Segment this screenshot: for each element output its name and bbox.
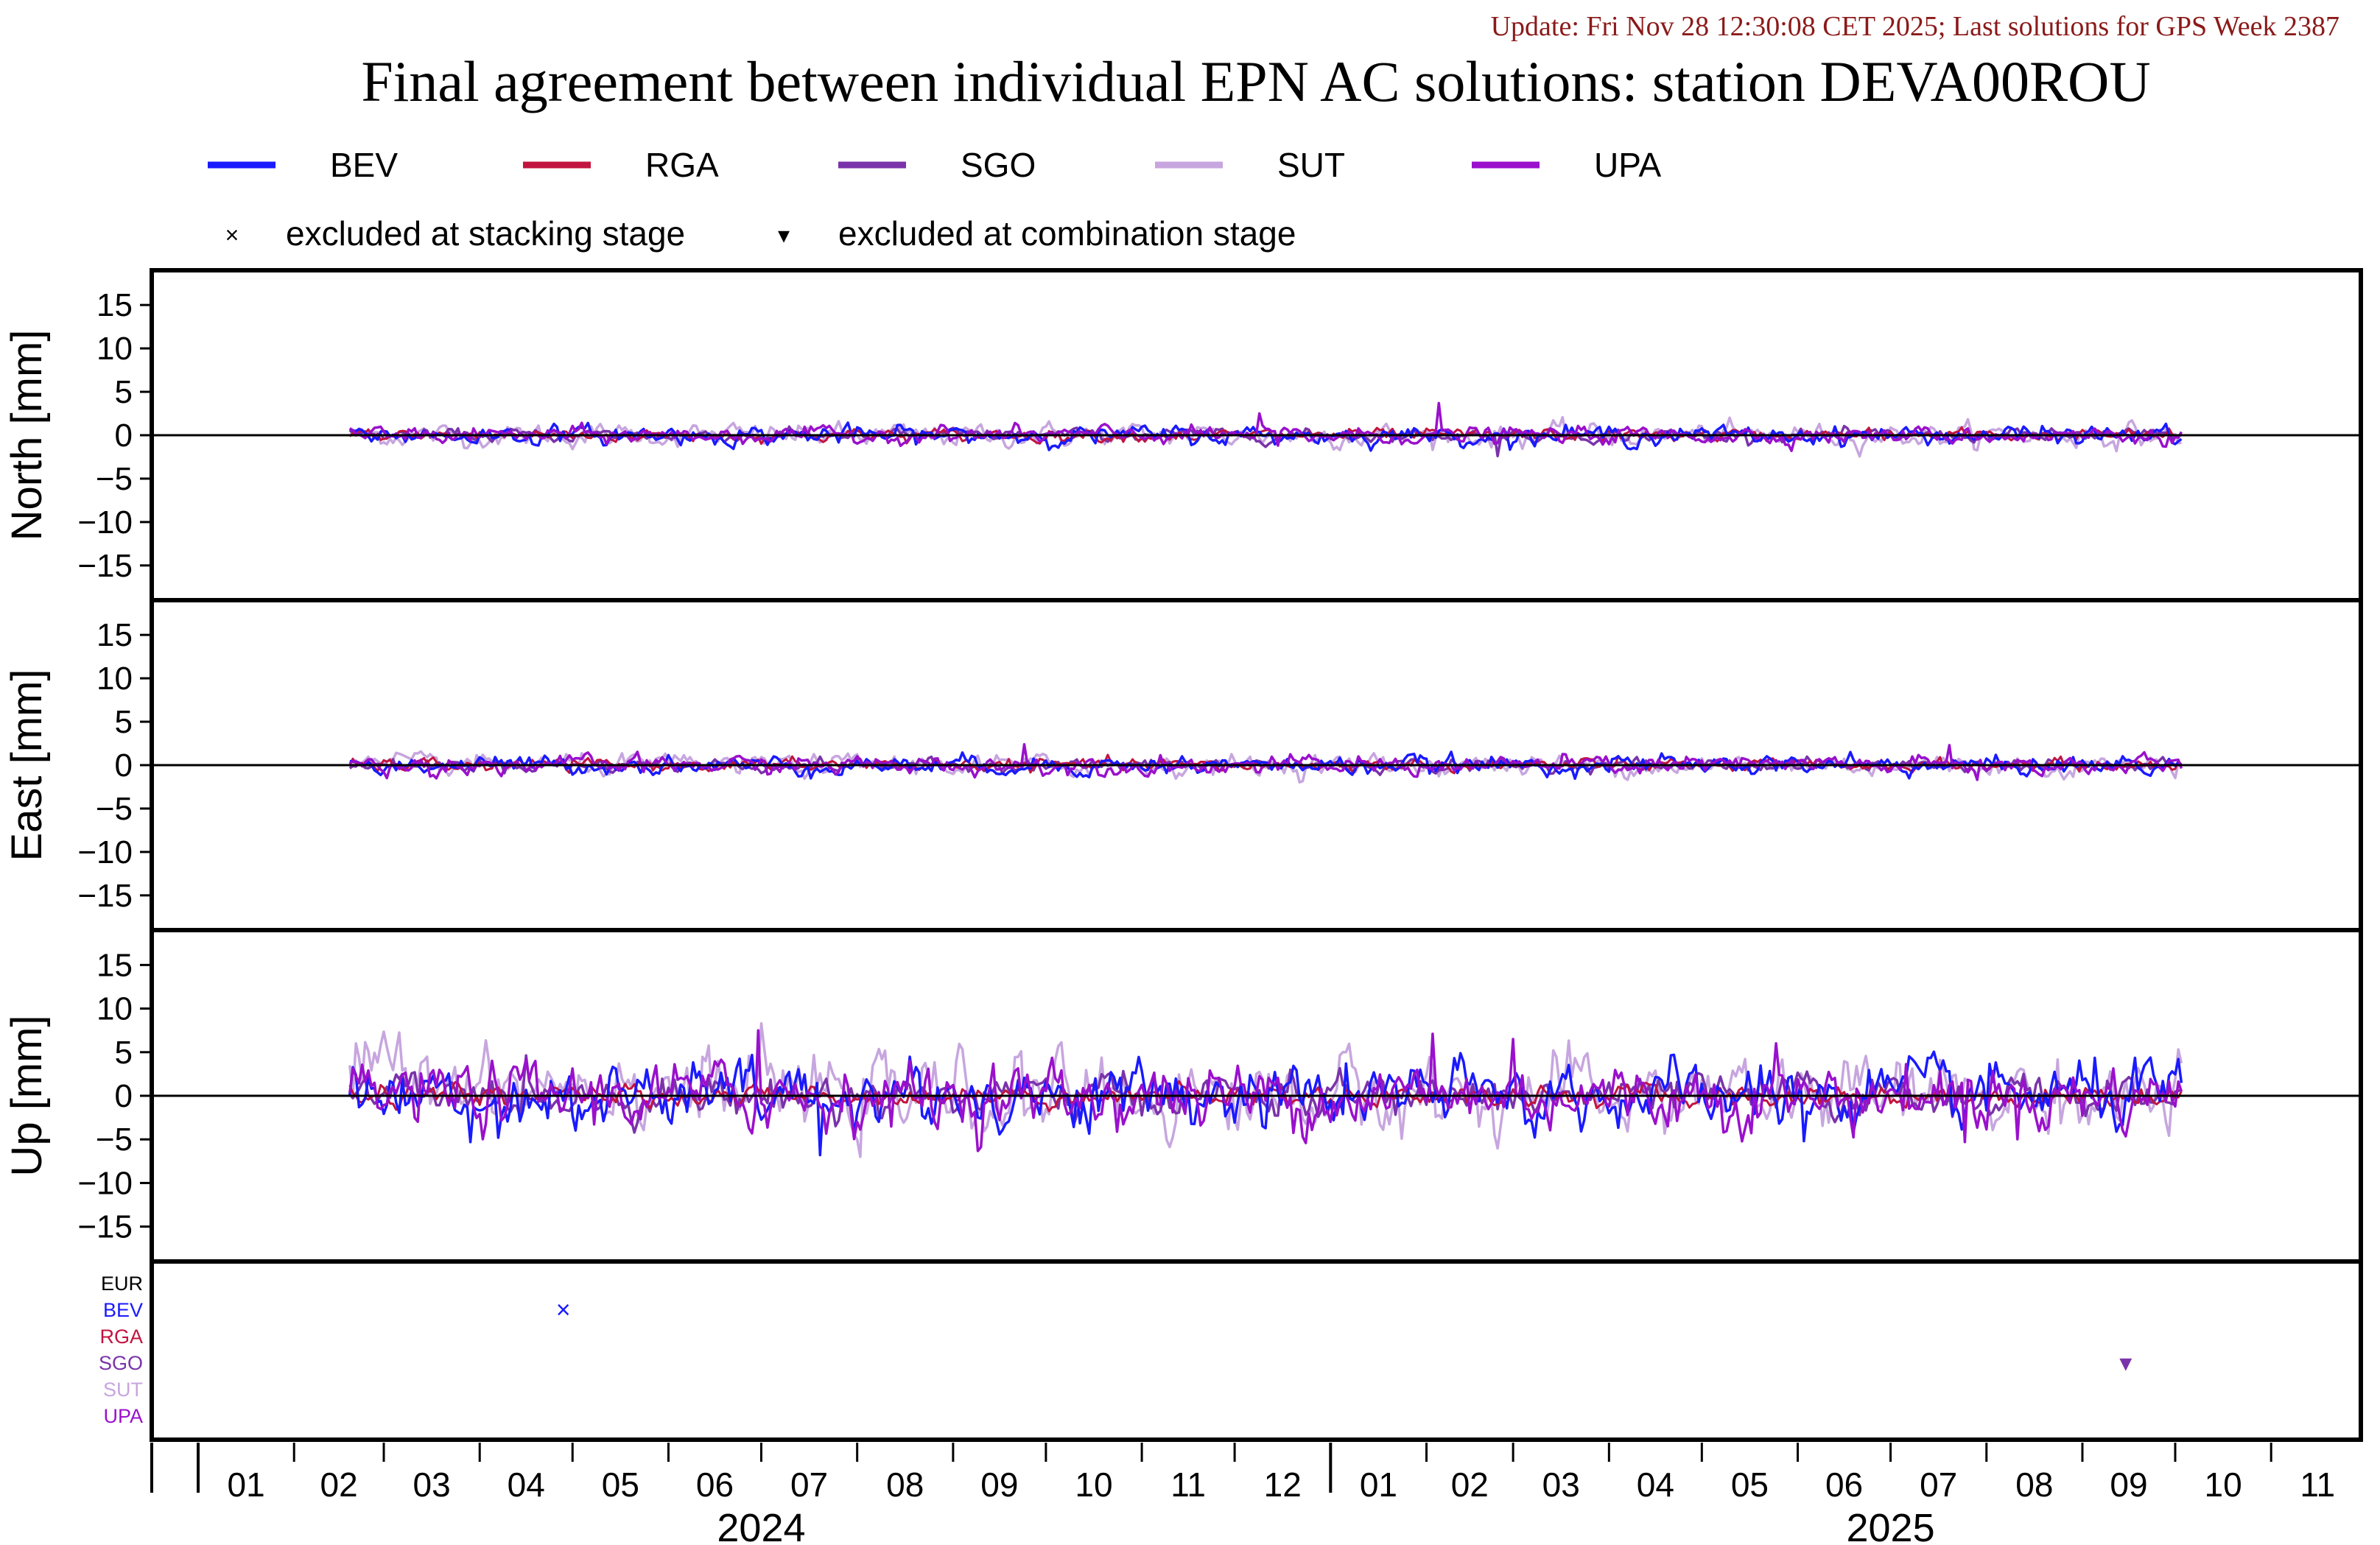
legend-item-rga: RGA (523, 146, 719, 184)
x-tick-label: 01 (1360, 1465, 1397, 1504)
x-tick-label: 09 (2110, 1465, 2147, 1504)
y-tick-label: −15 (77, 878, 133, 914)
x-tick-label: 10 (1075, 1465, 1112, 1504)
x-axis: 01 02 03 04 05 06 07 08 09 10 11 12 01 02 03 04 05 06 07 08… (150, 1443, 2335, 1545)
y-tick-label: 15 (96, 947, 133, 983)
y-tick-label: 0 (115, 1078, 133, 1114)
series-line-sut (348, 415, 2182, 458)
legend-label-sut: SUT (1277, 146, 1345, 184)
x-tick-label: 04 (1637, 1465, 1674, 1504)
x-year-label: 2025 (1846, 1506, 1934, 1545)
exclusion-row-label-sgo: SGO (99, 1352, 143, 1374)
panel-north: −15 −10 −5 0 5 10 15 North [mm] (3, 268, 2363, 602)
legend-marker-label: excluded at combination stage (838, 214, 1296, 253)
exclusion-row-label-rga: RGA (99, 1326, 143, 1348)
legend-item-sgo: SGO (838, 146, 1036, 184)
y-axis-label-north: North [mm] (3, 330, 51, 541)
x-tick-label: 05 (602, 1465, 639, 1504)
y-tick-label: −10 (77, 504, 133, 541)
y-axis-label-east: East [mm] (3, 669, 51, 861)
x-tick-label: 12 (1264, 1465, 1302, 1504)
legend-label-bev: BEV (330, 146, 398, 184)
chart-title: Final agreement between individual EPN A… (361, 49, 2150, 113)
panel-up: −15 −10 −5 0 5 10 15 Up [mm] (3, 928, 2363, 1264)
exclusion-marker-bev: × (556, 1296, 571, 1324)
y-axis-label-up: Up [mm] (3, 1015, 51, 1176)
update-text: Update: Fri Nov 28 12:30:08 CET 2025; La… (1491, 11, 2339, 42)
x-tick-label: 11 (2300, 1465, 2335, 1504)
legend-label-upa: UPA (1594, 146, 1661, 184)
y-tick-label: 5 (115, 704, 133, 740)
y-tick-label: 0 (115, 418, 133, 454)
exclusion-row-label-bev: BEV (103, 1299, 143, 1321)
y-tick-label: −15 (77, 548, 133, 584)
exclusion-row-label-sut: SUT (103, 1379, 143, 1401)
y-tick-label: 10 (96, 661, 133, 697)
series-line-upa (348, 1029, 2183, 1152)
y-tick-label: −5 (96, 461, 133, 497)
series-group (348, 401, 2183, 458)
x-tick-label: 01 (228, 1465, 265, 1504)
x-tick-label: 04 (508, 1465, 545, 1504)
series-group (348, 742, 2183, 784)
y-tick-label: 10 (96, 331, 133, 367)
exclusion-row-label-eur: EUR (101, 1273, 143, 1295)
exclusion-marker-sgo: ▾ (2119, 1349, 2132, 1377)
x-tick-label: 08 (2015, 1465, 2053, 1504)
y-tick-label: −15 (77, 1209, 133, 1245)
legend-item-bev: BEV (208, 146, 398, 184)
x-tick-label: 05 (1731, 1465, 1769, 1504)
y-tick-label: 5 (115, 1035, 133, 1071)
legend-label-sgo: SGO (961, 146, 1036, 184)
x-tick-label: 02 (320, 1465, 358, 1504)
x-tick-label: 06 (1825, 1465, 1863, 1504)
x-tick-label: 09 (980, 1465, 1018, 1504)
series-group (348, 1021, 2183, 1158)
y-tick-label: −5 (96, 1122, 133, 1158)
y-tick-label: 15 (96, 287, 133, 323)
series-line-bev (348, 1050, 2183, 1157)
x-tick-label: 08 (886, 1465, 924, 1504)
legend-item-upa: UPA (1472, 146, 1661, 184)
x-tick-label: 07 (790, 1465, 828, 1504)
x-year-label: 2024 (717, 1506, 805, 1545)
legend: BEV RGA SGO SUT UPA × excluded at stacking sta… (208, 146, 1661, 253)
series-line-sgo (348, 1054, 2183, 1134)
x-tick-label: 07 (1920, 1465, 1957, 1504)
exclusion-row-label-upa: UPA (103, 1405, 143, 1427)
x-tick-label: 06 (696, 1465, 734, 1504)
x-tick-label: 03 (1542, 1465, 1580, 1504)
chart-panels: −15 −10 −5 0 5 10 15 North [mm] −15 −10 −5 0 5 10 15 Ea… (3, 268, 2363, 1442)
panel-east: −15 −10 −5 0 5 10 15 East [mm] (3, 598, 2363, 932)
x-tick-label: 03 (413, 1465, 451, 1504)
y-tick-label: 15 (96, 617, 133, 653)
panel-frame (150, 1259, 2363, 1442)
legend-marker-combination: ▾ excluded at combination stage (778, 214, 1296, 253)
legend-marker-label: excluded at stacking stage (286, 214, 685, 253)
panel-exclusions: EUR BEV RGA SGO SUT UPA × ▾ (99, 1259, 2363, 1442)
legend-marker-symbol: × (225, 222, 239, 248)
x-tick-label: 11 (1170, 1465, 1206, 1504)
legend-marker-symbol: ▾ (778, 222, 790, 248)
y-tick-label: −10 (77, 1165, 133, 1201)
x-tick-label: 02 (1451, 1465, 1489, 1504)
legend-label-rga: RGA (645, 146, 719, 184)
y-tick-label: −10 (77, 834, 133, 870)
y-tick-label: 10 (96, 991, 133, 1027)
x-tick-label: 10 (2205, 1465, 2242, 1504)
y-tick-label: 0 (115, 747, 133, 784)
legend-marker-stacking: × excluded at stacking stage (225, 214, 685, 253)
y-tick-label: −5 (96, 791, 133, 827)
y-tick-label: 5 (115, 374, 133, 410)
legend-item-sut: SUT (1155, 146, 1345, 184)
